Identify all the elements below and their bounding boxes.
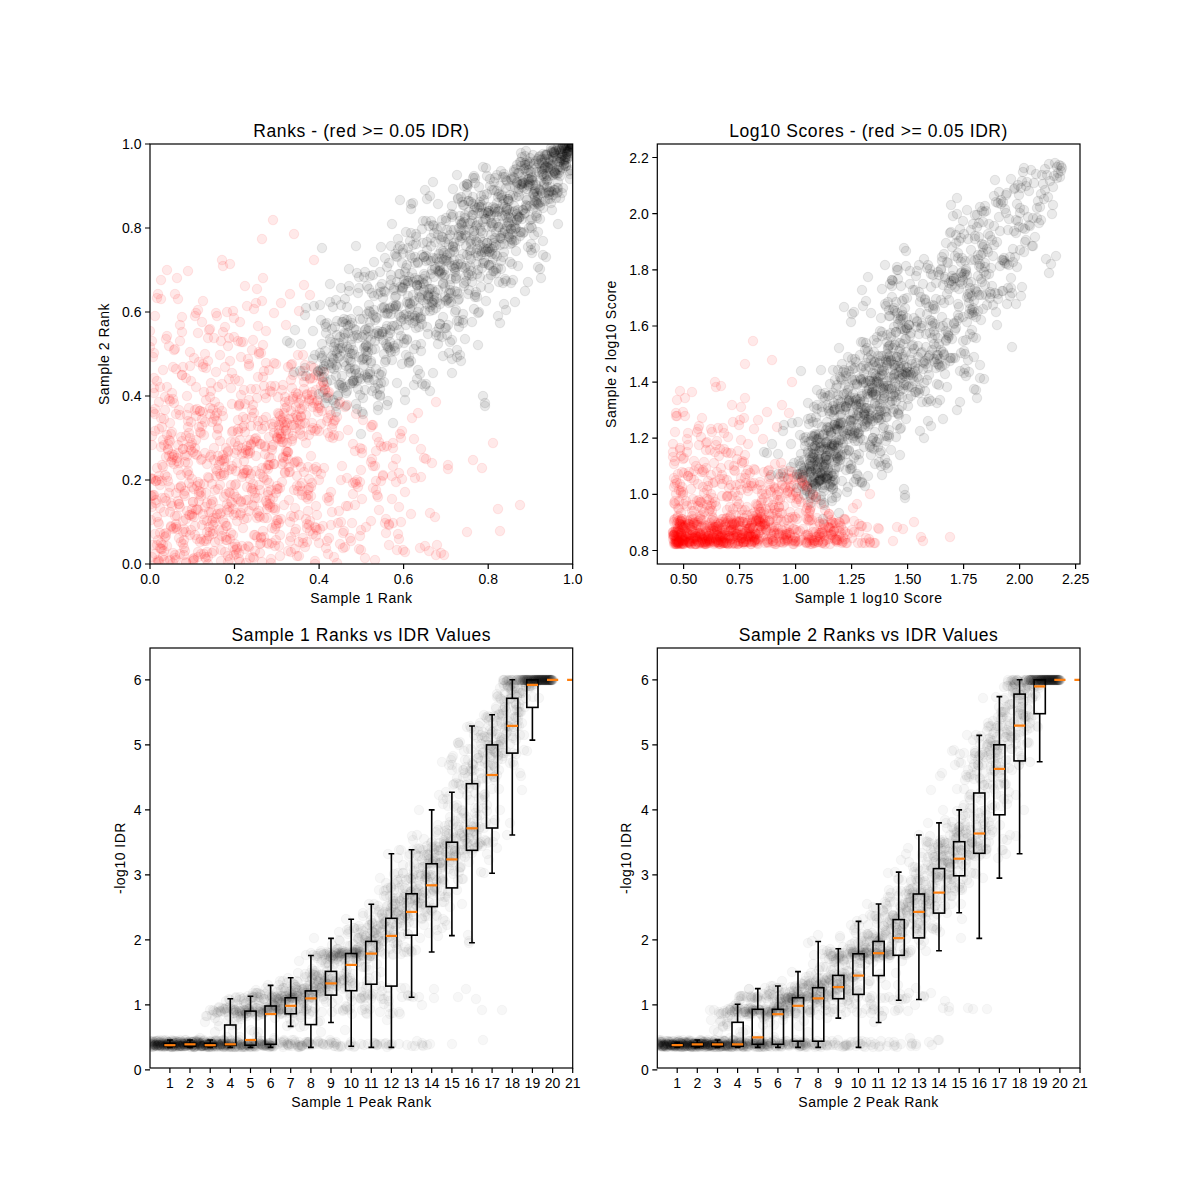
svg-text:Sample 1 Peak Rank: Sample 1 Peak Rank (291, 1094, 432, 1110)
svg-text:12: 12 (891, 1075, 907, 1091)
svg-text:1.0: 1.0 (122, 136, 142, 152)
svg-text:1.25: 1.25 (838, 571, 865, 587)
svg-text:8: 8 (814, 1075, 822, 1091)
svg-text:3: 3 (641, 867, 649, 883)
svg-text:7: 7 (794, 1075, 802, 1091)
svg-text:14: 14 (931, 1075, 947, 1091)
svg-text:10: 10 (851, 1075, 867, 1091)
svg-text:0.4: 0.4 (309, 571, 329, 587)
svg-text:0.2: 0.2 (122, 472, 142, 488)
svg-text:Sample 1 log10 Score: Sample 1 log10 Score (795, 590, 943, 606)
svg-text:15: 15 (951, 1075, 967, 1091)
svg-text:3: 3 (206, 1075, 214, 1091)
svg-text:0.8: 0.8 (478, 571, 498, 587)
svg-text:1.4: 1.4 (629, 374, 649, 390)
svg-text:16: 16 (464, 1075, 480, 1091)
svg-text:18: 18 (1012, 1075, 1028, 1091)
svg-text:5: 5 (134, 737, 142, 753)
svg-text:17: 17 (992, 1075, 1008, 1091)
svg-text:4: 4 (226, 1075, 234, 1091)
svg-text:15: 15 (444, 1075, 460, 1091)
svg-text:5: 5 (247, 1075, 255, 1091)
svg-text:6: 6 (641, 672, 649, 688)
svg-text:17: 17 (484, 1075, 500, 1091)
svg-text:Log10 Scores - (red >= 0.05 ID: Log10 Scores - (red >= 0.05 IDR) (729, 121, 1008, 141)
svg-text:2: 2 (693, 1075, 701, 1091)
svg-text:20: 20 (545, 1075, 561, 1091)
svg-text:13: 13 (404, 1075, 420, 1091)
svg-text:1.0: 1.0 (629, 486, 649, 502)
svg-text:1: 1 (166, 1075, 174, 1091)
svg-text:2: 2 (641, 932, 649, 948)
svg-text:1.0: 1.0 (563, 571, 583, 587)
svg-text:1.75: 1.75 (950, 571, 977, 587)
svg-text:1.50: 1.50 (894, 571, 921, 587)
svg-text:0.2: 0.2 (225, 571, 245, 587)
svg-text:20: 20 (1052, 1075, 1068, 1091)
svg-text:2: 2 (186, 1075, 194, 1091)
svg-text:2.00: 2.00 (1006, 571, 1033, 587)
svg-text:21: 21 (565, 1075, 581, 1091)
svg-text:0.0: 0.0 (140, 571, 160, 587)
svg-text:-log10 IDR: -log10 IDR (112, 822, 128, 894)
svg-text:0.75: 0.75 (726, 571, 753, 587)
svg-text:4: 4 (734, 1075, 742, 1091)
svg-text:1.8: 1.8 (629, 262, 649, 278)
svg-text:4: 4 (134, 802, 142, 818)
svg-text:0.0: 0.0 (122, 556, 142, 572)
svg-text:1.6: 1.6 (629, 318, 649, 334)
svg-text:6: 6 (774, 1075, 782, 1091)
svg-text:10: 10 (343, 1075, 359, 1091)
svg-text:2.2: 2.2 (629, 150, 649, 166)
svg-text:1.2: 1.2 (629, 430, 649, 446)
svg-text:12: 12 (384, 1075, 400, 1091)
svg-text:Sample 1 Ranks vs IDR Values: Sample 1 Ranks vs IDR Values (232, 625, 492, 645)
svg-text:11: 11 (871, 1075, 886, 1091)
svg-text:Ranks - (red >= 0.05 IDR): Ranks - (red >= 0.05 IDR) (253, 121, 469, 141)
svg-text:18: 18 (505, 1075, 521, 1091)
svg-text:Sample 2 Peak Rank: Sample 2 Peak Rank (798, 1094, 939, 1110)
svg-text:11: 11 (364, 1075, 379, 1091)
svg-text:9: 9 (327, 1075, 335, 1091)
svg-text:0.8: 0.8 (122, 220, 142, 236)
svg-text:2.0: 2.0 (629, 206, 649, 222)
svg-text:0.4: 0.4 (122, 388, 142, 404)
svg-text:Sample 2 Ranks vs IDR Values: Sample 2 Ranks vs IDR Values (739, 625, 999, 645)
svg-text:1: 1 (673, 1075, 681, 1091)
svg-text:1: 1 (641, 997, 649, 1013)
svg-text:5: 5 (641, 737, 649, 753)
svg-text:14: 14 (424, 1075, 440, 1091)
svg-text:16: 16 (972, 1075, 988, 1091)
svg-text:0: 0 (641, 1062, 649, 1078)
svg-text:0.8: 0.8 (629, 543, 649, 559)
svg-text:19: 19 (525, 1075, 541, 1091)
svg-text:Sample 1 Rank: Sample 1 Rank (310, 590, 413, 606)
svg-text:6: 6 (267, 1075, 275, 1091)
svg-text:2.25: 2.25 (1062, 571, 1089, 587)
svg-text:21: 21 (1072, 1075, 1088, 1091)
svg-text:0.6: 0.6 (394, 571, 414, 587)
svg-text:5: 5 (754, 1075, 762, 1091)
svg-text:0: 0 (134, 1062, 142, 1078)
svg-text:-log10 IDR: -log10 IDR (618, 822, 634, 894)
svg-text:2: 2 (134, 932, 142, 948)
svg-text:6: 6 (134, 672, 142, 688)
svg-text:7: 7 (287, 1075, 295, 1091)
svg-text:0.6: 0.6 (122, 304, 142, 320)
svg-text:4: 4 (641, 802, 649, 818)
svg-text:3: 3 (714, 1075, 722, 1091)
svg-text:13: 13 (911, 1075, 927, 1091)
svg-text:3: 3 (134, 867, 142, 883)
svg-text:0.50: 0.50 (670, 571, 697, 587)
svg-text:9: 9 (834, 1075, 842, 1091)
svg-text:1: 1 (134, 997, 142, 1013)
svg-text:Sample 2 Rank: Sample 2 Rank (96, 302, 112, 405)
svg-text:8: 8 (307, 1075, 315, 1091)
svg-text:1.00: 1.00 (782, 571, 809, 587)
svg-text:19: 19 (1032, 1075, 1048, 1091)
svg-text:Sample 2 log10 Score: Sample 2 log10 Score (603, 280, 619, 428)
